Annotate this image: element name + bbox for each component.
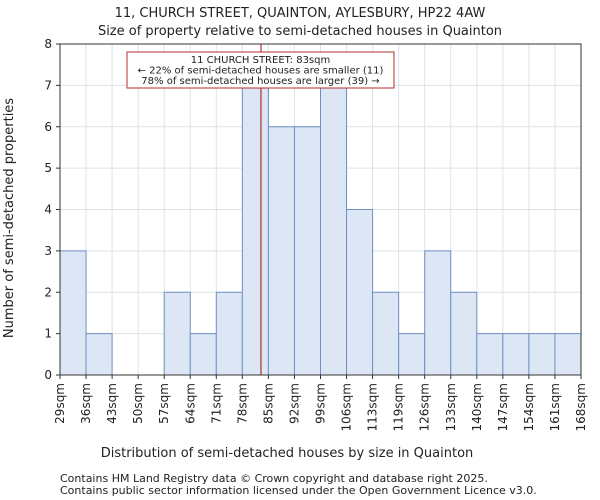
x-tick-label: 99sqm	[314, 383, 328, 424]
y-axis-label: Number of semi-detached properties	[2, 98, 17, 338]
annotation-box	[126, 51, 395, 89]
bar-57sqm	[163, 291, 191, 376]
y-tick-label: 3	[44, 244, 52, 258]
annotation-line: ← 22% of semi-detached houses are smalle…	[138, 66, 384, 77]
x-tick-label: 36sqm	[79, 383, 93, 424]
bar-133sqm	[450, 291, 478, 376]
x-tick-label: 140sqm	[470, 383, 484, 431]
x-tick-label: 43sqm	[105, 383, 119, 424]
x-tick-label: 85sqm	[261, 383, 275, 424]
x-axis-ticks: 29sqm 36sqm 43sqm 50sqm 57sqm 64sqm 71sqm 78sqm…	[53, 375, 588, 431]
x-tick-label: 126sqm	[418, 383, 432, 431]
chart-subtitle: Size of property relative to semi-detach…	[98, 24, 502, 39]
y-tick-label: 1	[44, 327, 52, 341]
y-tick-label: 7	[44, 78, 52, 92]
x-tick-label: 92sqm	[287, 383, 301, 424]
y-tick-label: 4	[44, 203, 52, 217]
bar-161sqm	[554, 333, 582, 376]
y-axis-ticks: 0 1 2 3 4 5 6 7 8	[44, 37, 60, 382]
bar-85sqm	[267, 126, 295, 376]
x-tick-label: 106sqm	[340, 383, 354, 431]
bar-126sqm	[424, 250, 452, 376]
footer-line-1: Contains HM Land Registry data © Crown c…	[60, 472, 488, 485]
x-tick-label: 78sqm	[235, 383, 249, 424]
x-tick-label: 50sqm	[131, 383, 145, 424]
x-tick-label: 119sqm	[392, 383, 406, 431]
bar-78sqm	[241, 84, 269, 376]
bar-140sqm	[476, 333, 504, 376]
y-tick-label: 5	[44, 161, 52, 175]
x-tick-label: 168sqm	[574, 383, 588, 431]
x-tick-label: 113sqm	[366, 383, 380, 431]
y-tick-label: 6	[44, 120, 52, 134]
bar-36sqm	[85, 333, 113, 376]
x-tick-label: 154sqm	[522, 383, 536, 431]
y-tick-label: 0	[44, 368, 52, 382]
bar-113sqm	[372, 291, 400, 376]
bar-147sqm	[502, 333, 530, 376]
y-tick-label: 2	[44, 285, 52, 299]
annotation-line: 11 CHURCH STREET: 83sqm	[191, 55, 330, 66]
bars	[59, 84, 582, 376]
x-tick-label: 133sqm	[444, 383, 458, 431]
bar-71sqm	[215, 291, 243, 376]
bar-154sqm	[528, 333, 556, 376]
x-tick-label: 57sqm	[157, 383, 171, 424]
annotation-line: 78% of semi-detached houses are larger (…	[141, 76, 379, 87]
bar-64sqm	[189, 333, 217, 376]
bar-119sqm	[398, 333, 426, 376]
x-tick-label: 71sqm	[209, 383, 223, 424]
bar-29sqm	[59, 250, 87, 376]
y-tick-label: 8	[44, 37, 52, 51]
footer-line-2: Contains public sector information licen…	[60, 484, 537, 497]
x-tick-label: 64sqm	[183, 383, 197, 424]
chart-title: 11, CHURCH STREET, QUAINTON, AYLESBURY, …	[115, 6, 486, 21]
x-tick-label: 161sqm	[548, 383, 562, 431]
x-tick-label: 147sqm	[496, 383, 510, 431]
bar-106sqm	[346, 209, 374, 376]
x-axis-label: Distribution of semi-detached houses by …	[101, 446, 474, 461]
x-tick-label: 29sqm	[53, 383, 67, 424]
bar-92sqm	[293, 126, 322, 376]
bar-99sqm	[320, 84, 348, 376]
